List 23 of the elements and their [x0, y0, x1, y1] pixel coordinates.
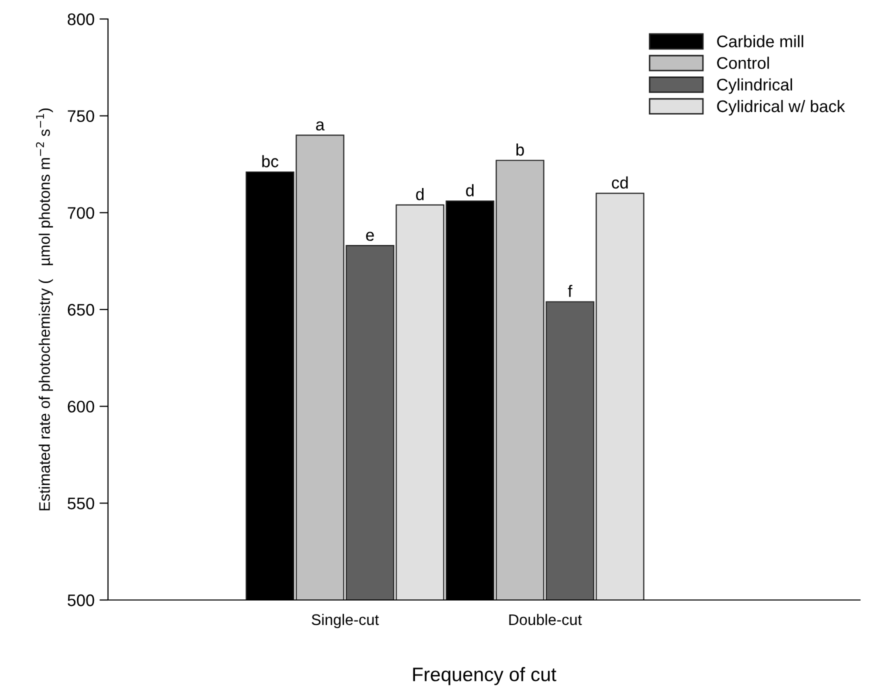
data-label: e [366, 232, 374, 241]
legend-label: Control [717, 56, 769, 69]
y-tick-label: 650 [68, 304, 94, 316]
x-tick-label: Double-cut [509, 614, 582, 626]
y-tick-label: 600 [68, 400, 94, 413]
data-label: a [316, 121, 325, 131]
y-tick-label: 800 [68, 13, 94, 26]
y-axis-title: Estimated rate of photochemistry ( µmol photons m$^{−2}$ s$^{−1}$) [36, 108, 53, 510]
data-label: d [466, 184, 474, 196]
legend-label: Cylidrical w/ back [717, 100, 846, 116]
data-label: d [416, 188, 424, 200]
data-label: cd [612, 176, 628, 189]
x-axis-title: Frequency of cut [413, 667, 556, 686]
data-label: b [516, 143, 524, 156]
y-tick-label: 700 [68, 207, 94, 219]
legend-label: Cylindrical [717, 78, 792, 94]
data-label: f [568, 284, 572, 297]
legend-label: Carbide mill [717, 35, 804, 48]
data-label: bc [262, 155, 278, 168]
y-tick-label: 500 [68, 594, 94, 606]
y-tick-label: 750 [68, 110, 94, 122]
y-tick-label: 550 [68, 498, 94, 510]
x-tick-label: Single-cut [312, 614, 379, 628]
